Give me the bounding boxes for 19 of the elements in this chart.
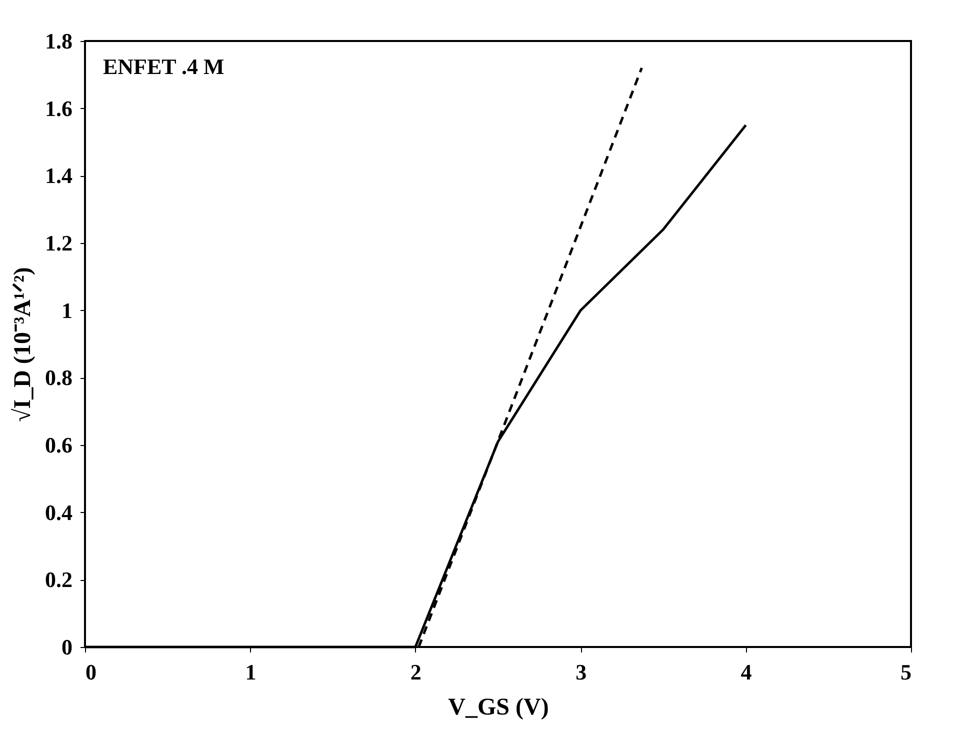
y-tick-label: 0 xyxy=(62,634,72,660)
x-tick-label: 5 xyxy=(900,660,912,684)
y-tick-label: 1.4 xyxy=(45,163,72,188)
x-tick-label: 0 xyxy=(86,660,96,684)
y-tick-label: 1.6 xyxy=(45,96,72,121)
y-tick-label: 0.4 xyxy=(45,500,72,525)
x-axis-title: V_GS (V) xyxy=(448,694,549,720)
y-tick-label: 1 xyxy=(62,298,72,323)
y-axis-title: √I_D (10⁻³A¹ᐟ²) xyxy=(10,267,36,422)
y-tick-label: 0.6 xyxy=(45,432,72,458)
x-tick-label: 2 xyxy=(410,660,422,684)
annotation: ENFET .4 M xyxy=(103,54,224,79)
x-tick-label: 1 xyxy=(245,660,256,684)
y-tick-label: 1.2 xyxy=(45,230,72,256)
x-tick-label: 3 xyxy=(576,660,587,684)
y-tick-label: 0.8 xyxy=(45,365,72,390)
x-tick-label: 4 xyxy=(740,660,752,684)
y-tick-label: 1.8 xyxy=(45,28,72,54)
y-tick-label: 0.2 xyxy=(45,567,72,592)
